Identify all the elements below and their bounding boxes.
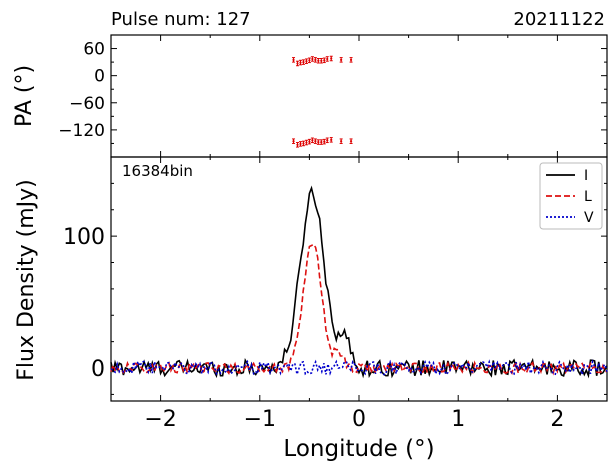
- flux-xtick-label: 2: [550, 407, 564, 432]
- pulse-number-label: Pulse num: 127: [111, 9, 251, 30]
- pa-ytick-label: 60: [83, 40, 105, 60]
- pa-ytick-label: −120: [58, 121, 105, 141]
- flux-xtick-label: 0: [352, 407, 366, 432]
- pa-point: [296, 143, 299, 146]
- pa-point: [349, 140, 353, 143]
- flux-xtick-label: −1: [244, 407, 276, 432]
- longitude-axis-label: Longitude (°): [283, 436, 434, 462]
- flux-axis-label: Flux Density (mJy): [14, 179, 39, 380]
- flux-xtick-label: 1: [451, 407, 465, 432]
- pa-point: [308, 140, 311, 143]
- pa-point: [292, 140, 295, 143]
- pa-point: [292, 58, 295, 61]
- pa-axis-label: PA (°): [12, 65, 37, 127]
- series-line-v: [110, 358, 608, 378]
- legend-box: [539, 162, 603, 230]
- pa-point: [314, 58, 317, 61]
- pa-point: [320, 59, 323, 62]
- pa-point: [305, 60, 308, 63]
- pa-ytick-label: 0: [94, 67, 105, 87]
- pa-point: [326, 139, 329, 142]
- pa-point: [296, 62, 299, 65]
- pa-point: [317, 140, 320, 144]
- pa-point: [323, 140, 326, 143]
- pa-point: [340, 58, 343, 61]
- pa-point: [311, 57, 314, 61]
- flux-xtick-label: −2: [144, 407, 176, 432]
- flux-ytick-label: 0: [91, 357, 105, 382]
- legend-label-i: I: [584, 168, 588, 184]
- pa-point: [299, 61, 302, 64]
- pa-panel-frame: [110, 34, 608, 158]
- pa-point: [323, 59, 326, 62]
- flux-panel: 0 100 −2 −1 0 1 2 16384bin Flux Density (mJy)…: [14, 156, 608, 462]
- pa-panel: 60 0 −60 −120 PA (°): [12, 34, 608, 158]
- pa-point: [314, 140, 317, 143]
- pa-point: [340, 140, 343, 143]
- pa-ytick-label: −60: [69, 94, 105, 114]
- pa-point: [302, 142, 305, 145]
- series-line-l: [110, 243, 608, 376]
- pa-point: [305, 141, 308, 144]
- legend-label-v: V: [584, 210, 594, 226]
- pa-point: [317, 59, 320, 62]
- pa-point: [330, 138, 333, 141]
- series-line-i: [110, 185, 608, 379]
- pa-point: [330, 57, 333, 60]
- pa-point: [326, 57, 329, 61]
- legend: I L V: [539, 162, 603, 230]
- pa-point: [320, 140, 323, 144]
- bin-annotation: 16384bin: [122, 162, 193, 180]
- date-label: 20211122: [513, 9, 605, 30]
- legend-label-l: L: [584, 189, 592, 205]
- pa-point: [302, 61, 305, 64]
- pa-point: [311, 139, 314, 142]
- pa-point: [349, 58, 353, 61]
- flux-ytick-label: 100: [63, 225, 105, 250]
- pa-point: [308, 59, 311, 62]
- pa-point: [299, 142, 302, 145]
